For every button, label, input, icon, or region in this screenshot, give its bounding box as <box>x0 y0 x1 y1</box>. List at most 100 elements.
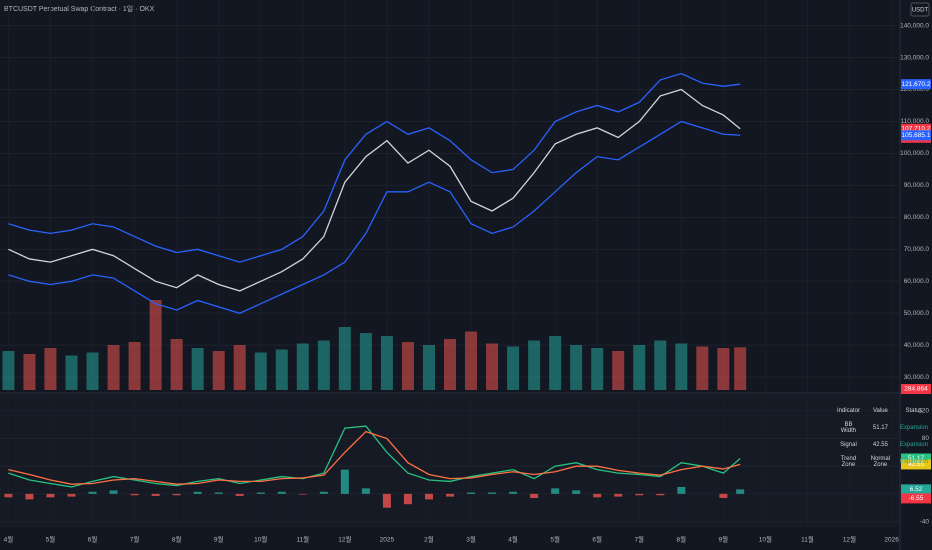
volume-bar <box>528 340 541 390</box>
histogram-bar <box>25 493 34 500</box>
y-tick-label: 110,000.0 <box>901 118 930 125</box>
histogram-bar <box>677 486 686 494</box>
table-header: Status <box>905 408 923 414</box>
histogram-bar <box>424 493 433 500</box>
histogram-bar <box>403 493 412 505</box>
y-tick-label: 30,000.0 <box>904 374 930 381</box>
volume-badge <box>901 384 931 394</box>
volume-bar <box>338 327 351 390</box>
histogram-bar <box>4 493 13 498</box>
volume-bar <box>612 351 625 390</box>
x-tick-label: 12월 <box>338 535 351 544</box>
volume-bar <box>717 348 730 390</box>
x-tick-label: 6월 <box>592 535 602 544</box>
value-badge-label: 42.55 <box>908 461 925 468</box>
currency-button[interactable] <box>910 2 930 17</box>
volume-bar <box>401 342 414 390</box>
x-tick-label: 12월 <box>843 535 856 544</box>
volume-bar <box>107 345 120 390</box>
histogram-bar <box>340 469 349 494</box>
volume-bar <box>191 348 204 390</box>
volume-bar <box>65 355 78 390</box>
x-tick-label: 7월 <box>130 535 140 544</box>
volume-bar <box>86 352 99 390</box>
volume-bar <box>591 348 604 390</box>
histogram-bar <box>235 493 244 496</box>
histogram-bar <box>361 488 370 494</box>
histogram-bar <box>88 491 97 494</box>
x-tick-label: 4월 <box>508 535 518 544</box>
value-badge <box>901 484 931 495</box>
y-tick-label: -40 <box>920 518 930 525</box>
table-header: Indicator <box>836 408 860 414</box>
volume-bar <box>507 346 520 390</box>
value-badge <box>901 123 931 134</box>
chart-title: BTCUSDT Perpetual Swap Contract · 1일 · O… <box>4 4 155 13</box>
x-tick-label: 11월 <box>296 535 309 544</box>
marker-badge <box>901 493 931 504</box>
x-tick-label: 10월 <box>254 535 267 544</box>
y-tick-label: 130,000.0 <box>900 54 929 61</box>
table-cell: Expansion <box>899 459 928 465</box>
volume-bar <box>654 340 667 390</box>
histogram-bar <box>172 493 181 496</box>
value-badge-label: 6.52 <box>910 486 923 493</box>
table-header-row: Indicator Value Status <box>832 404 932 418</box>
y-tick-label: 80 <box>922 435 930 442</box>
volume-bar <box>254 352 267 390</box>
table-cell: Expansion <box>899 442 928 448</box>
histogram-bar <box>109 490 118 494</box>
histogram-bar <box>319 491 328 494</box>
value-badge-label: 107,710.2 <box>902 126 931 133</box>
x-tick-label: 9월 <box>214 535 224 544</box>
value-badge <box>901 130 931 141</box>
table-cell: Signal <box>840 442 857 448</box>
x-tick-label: 8월 <box>172 535 182 544</box>
histogram-bar <box>382 493 391 508</box>
table-header: Value <box>872 408 888 414</box>
y-tick-label: 120,000.0 <box>900 86 929 93</box>
value-badge-label: 121,670.2 <box>902 81 931 88</box>
table-cell: Expansion <box>899 425 928 431</box>
volume-bar <box>380 336 393 390</box>
histogram-bar <box>151 493 160 496</box>
volume-bar <box>696 346 709 390</box>
volume-bar <box>422 345 435 390</box>
x-tick-label: 4월 <box>4 535 14 544</box>
volume-bar <box>128 342 141 390</box>
histogram-bar <box>214 492 223 494</box>
y-tick-label: 40,000.0 <box>904 342 930 349</box>
y-tick-label: 60,000.0 <box>904 278 930 285</box>
volume-bar <box>2 351 15 390</box>
volume-bar <box>44 348 57 390</box>
table-row: Trend Zone Normal Zone Expansion <box>832 452 932 472</box>
y-tick-label: 100,000.0 <box>900 150 929 157</box>
histogram-bar <box>656 493 665 496</box>
histogram-bar <box>509 491 518 494</box>
indicator-table: Indicator Value Status BB Width 51.17 Expansi… <box>832 404 932 472</box>
currency-label[interactable]: USDT <box>912 8 929 14</box>
volume-bar <box>317 340 330 390</box>
volume-bar <box>296 343 309 390</box>
x-tick-label: 5월 <box>550 535 560 544</box>
volume-bar <box>734 347 747 390</box>
value-badge <box>901 459 931 470</box>
x-tick-label: 11월 <box>801 535 814 544</box>
histogram-bar <box>256 492 265 494</box>
volume-bar <box>233 345 246 390</box>
volume-bar <box>570 345 583 390</box>
marker-label: -6.55 <box>909 495 924 502</box>
y-tick-label: 50,000.0 <box>904 310 930 317</box>
volume-bar <box>212 351 225 390</box>
histogram-bar <box>130 493 139 496</box>
y-tick-label: 140,000.0 <box>900 22 929 29</box>
value-badge <box>901 79 931 90</box>
volume-bar <box>486 343 499 390</box>
value-badge <box>901 453 931 464</box>
histogram-bar <box>551 488 560 494</box>
volume-bar <box>23 354 36 390</box>
table-row: BB Width 51.17 Expansion <box>832 418 932 438</box>
y-tick-label: 90,000.0 <box>904 182 930 189</box>
table-cell: 42.55 <box>872 442 888 448</box>
